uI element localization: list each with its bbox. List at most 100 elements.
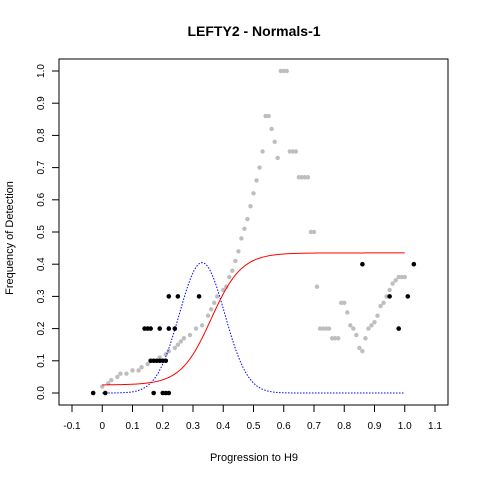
observed-point [175, 294, 181, 299]
smoothed-point [139, 365, 144, 370]
x-tick-label: 0.9 [368, 421, 382, 432]
smoothed-point [205, 313, 211, 318]
smoothed-point [302, 175, 308, 180]
smoothed-point [332, 336, 338, 341]
smoothed-point [311, 229, 317, 235]
observed-point [196, 294, 202, 299]
smoothed-point [145, 361, 150, 367]
observed-point [157, 326, 163, 331]
smoothed-point [251, 191, 256, 196]
smoothed-point [215, 294, 220, 299]
smoothed-point [239, 236, 244, 241]
smoothed-point [278, 68, 283, 74]
smoothed-point [136, 368, 141, 373]
smoothed-point [272, 139, 277, 145]
smoothed-point [236, 249, 241, 254]
observed-point [102, 390, 108, 396]
observed-point [396, 326, 402, 331]
smoothed-point [227, 274, 232, 280]
smoothed-point [393, 278, 398, 283]
y-tick-label: 0.0 [36, 386, 47, 400]
observed-point [166, 326, 172, 331]
smoothed-point [254, 178, 259, 183]
x-tick-label: 0.2 [156, 421, 170, 432]
y-tick-label: 0.8 [36, 128, 47, 142]
smoothed-point [399, 274, 404, 280]
smoothed-point [345, 310, 350, 315]
smoothed-point [269, 126, 274, 132]
y-tick-label: 0.4 [36, 257, 47, 271]
observed-series [90, 261, 417, 396]
y-axis-label: Frequency of Detection [4, 181, 16, 295]
observed-point [387, 294, 392, 299]
y-tick-label: 0.6 [36, 192, 47, 206]
x-tick-label: 0.3 [186, 421, 200, 432]
smoothed-point [263, 113, 268, 119]
x-tick-label: 0.5 [247, 421, 261, 432]
x-tick-label: 1.1 [428, 421, 442, 432]
smoothed-point [369, 323, 374, 328]
x-tick-label: 1.0 [398, 421, 412, 432]
observed-point [405, 294, 411, 299]
observed-point [360, 261, 365, 267]
smoothed-point [293, 149, 299, 154]
smoothed-point [284, 68, 289, 74]
smoothed-point [323, 326, 329, 331]
smoothed-point [266, 113, 271, 119]
y-tick-label: 0.5 [36, 225, 47, 239]
x-tick-label: 0.4 [216, 421, 230, 432]
smoothed-point [290, 149, 296, 154]
density-curve [102, 262, 405, 394]
observed-point [166, 390, 172, 396]
smoothed-point [245, 216, 250, 222]
logistic-fit-curve [102, 252, 405, 386]
smoothed-point [199, 323, 205, 328]
x-tick-label: 0.7 [307, 421, 321, 432]
smoothed-point [187, 332, 193, 338]
y-tick-label: 0.7 [36, 160, 47, 174]
axes: -0.1 0 0.1 0.2 0.3 0.4 0.5 0.6 0.7 0.8 0.9 1.0 1.1 0.… [36, 64, 442, 432]
observed-point [90, 390, 96, 396]
smoothed-point [336, 336, 341, 341]
smoothed-point [378, 303, 383, 309]
smoothed-point [275, 155, 280, 161]
chart-title: LEFTY2 - Normals-1 [187, 23, 320, 39]
smoothed-point [387, 287, 392, 293]
smoothed-point [130, 368, 135, 373]
smoothed-point [329, 336, 335, 341]
smoothed-point [375, 313, 380, 318]
y-tick-label: 0.1 [36, 353, 47, 367]
smoothed-point [257, 165, 262, 170]
x-tick-label: -0.1 [63, 421, 81, 432]
smoothed-point [208, 307, 214, 312]
smoothed-point [381, 300, 386, 306]
smoothed-point [211, 300, 217, 306]
y-tick-label: 0.9 [36, 96, 47, 110]
smoothed-series [100, 68, 407, 389]
smoothed-point [181, 336, 187, 341]
smoothed-point [172, 345, 178, 351]
smoothed-point [100, 384, 105, 389]
smoothed-point [175, 342, 181, 347]
smoothed-point [233, 258, 238, 264]
smoothed-point [396, 274, 401, 280]
smoothed-point [357, 345, 362, 351]
smoothed-point [157, 355, 162, 360]
smoothed-point [166, 348, 171, 354]
smoothed-point [124, 371, 129, 376]
y-tick-label: 1.0 [36, 64, 47, 78]
plot-frame [58, 58, 449, 406]
smoothed-point [109, 377, 114, 383]
smoothed-point [360, 348, 365, 354]
observed-point [172, 326, 178, 331]
observed-point [163, 358, 169, 364]
smoothed-point [342, 300, 347, 306]
smoothed-point [178, 339, 184, 344]
observed-point [166, 294, 172, 299]
fit-curves [102, 252, 405, 394]
smoothed-point [308, 229, 314, 235]
smoothed-point [299, 175, 305, 180]
smoothed-point [296, 175, 302, 180]
smoothed-point [317, 326, 323, 331]
